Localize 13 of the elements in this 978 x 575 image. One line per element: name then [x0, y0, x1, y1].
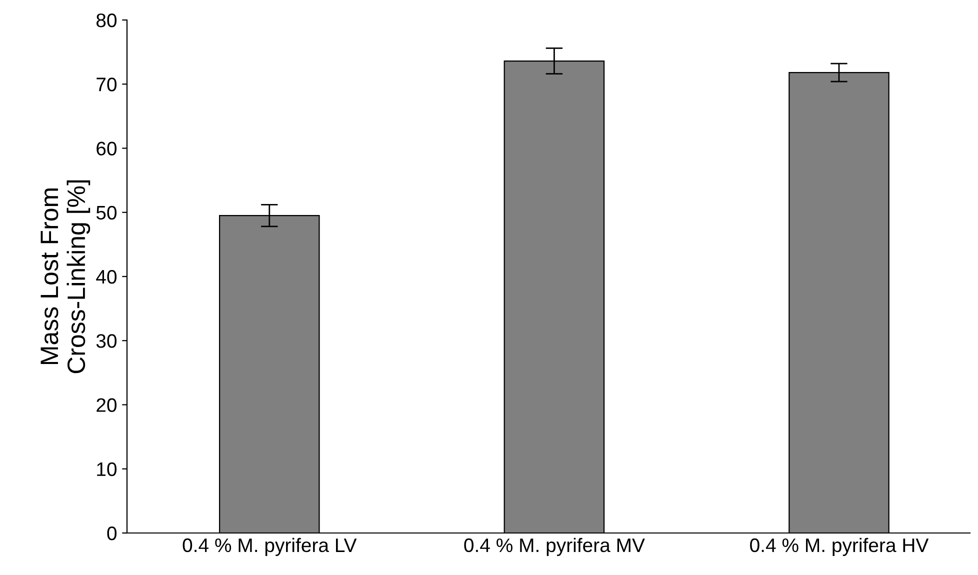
x-tick-label: 0.4 % M. pyrifera LV: [182, 538, 357, 556]
y-tick-label: 80: [96, 13, 117, 28]
y-tick-label: 0: [107, 526, 117, 540]
x-tick-label: 0.4 % M. pyrifera HV: [750, 538, 929, 556]
y-tick-label: 20: [96, 398, 117, 412]
y-tick-label: 40: [96, 270, 117, 284]
y-tick-label: 70: [96, 78, 117, 92]
y-tick-label: 60: [96, 142, 117, 156]
y-tick-label: 10: [97, 462, 117, 476]
y-axis-title: Mass Lost From Cross-Linking [%]: [40, 180, 90, 374]
y-tick-label: 30: [96, 334, 117, 348]
y-tick-label: 50: [96, 206, 117, 220]
x-tick-label: 0.4 % M. pyrifera MV: [464, 538, 645, 556]
